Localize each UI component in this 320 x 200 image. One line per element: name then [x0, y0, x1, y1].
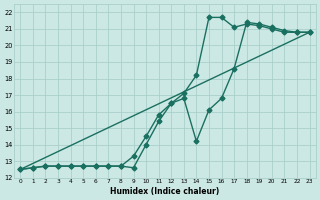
X-axis label: Humidex (Indice chaleur): Humidex (Indice chaleur): [110, 187, 220, 196]
